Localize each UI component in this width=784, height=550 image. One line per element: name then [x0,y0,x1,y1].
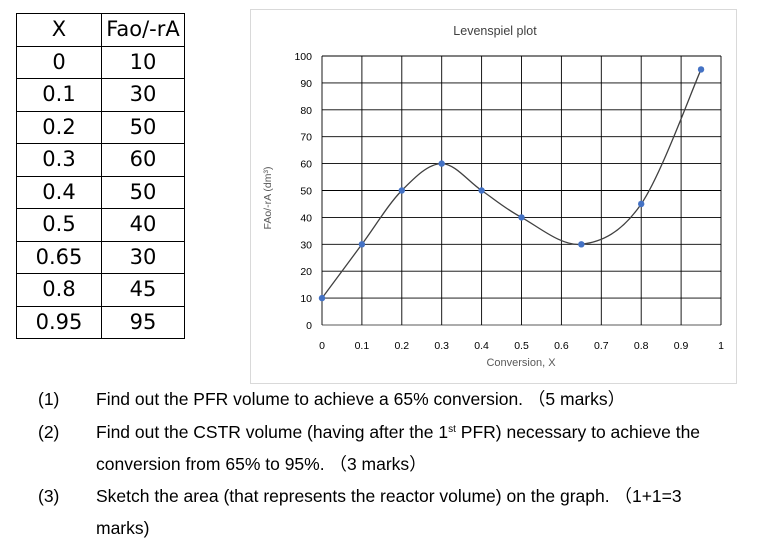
question-text-segment: conversion from 65% to 95%. （3 marks） [96,454,427,474]
x-tick-label: 0.8 [634,340,649,352]
y-tick-label: 10 [300,293,312,305]
data-point [398,187,405,194]
question-text: Find out the CSTR volume (having after t… [96,422,776,486]
y-tick-label: 90 [300,78,312,90]
table-row: 0.2 50 [16,110,185,144]
data-point [638,200,645,208]
table-row: 0.3 60 [16,143,185,177]
x-tick-label: 0.4 [474,340,489,352]
table-cell: 0.4 [16,175,102,209]
table-cell: 10 [101,45,185,79]
chart-title: Levenspiel plot [453,24,537,38]
x-tick-label: 0.5 [514,340,529,352]
y-tick-label: 70 [300,132,312,144]
x-tick-label: 0.6 [554,340,569,352]
y-axis-label: FAo/-rA (dm³) [262,166,274,229]
x-tick-label: 0 [319,340,325,352]
data-point [578,241,585,248]
ordinal-superscript: st [448,424,456,435]
question-text-segment: Find out the CSTR volume (having after t… [96,422,449,442]
data-table: X Fao/-rA 0 10 0.1 30 0.2 50 0.3 60 0.4 50 0.5 40 0.65… [16,13,185,339]
table-cell: 50 [101,110,185,144]
question-number: (3) [38,486,60,506]
table-cell: 0.95 [16,305,102,339]
table-row: 0.8 45 [16,273,185,307]
chart-svg: 0 10 20 30 40 50 60 70 80 90 100 0 0.1 0.2 0.3 0.4 0.5 0.… [262,24,724,369]
table-cell: 0.1 [16,78,102,112]
data-point [358,241,366,248]
y-tick-label: 80 [300,105,312,117]
table-row: 0.65 30 [16,240,185,274]
x-tick-label: 0.2 [394,340,409,352]
x-axis-label: Conversion, X [486,357,556,369]
question-line: Find out the CSTR volume (having after t… [96,422,776,454]
table-cell: 0 [16,45,102,79]
x-tick-label: 0.9 [674,340,689,352]
table-cell: 30 [101,240,185,274]
question-text: Sketch the area (that represents the rea… [96,486,776,550]
table-cell: 0.3 [16,143,102,177]
question-number: (2) [38,422,60,442]
data-point [518,214,525,221]
table-cell: 0.2 [16,110,102,144]
table-body: X Fao/-rA 0 10 0.1 30 0.2 50 0.3 60 0.4 50 0.5 40 0.65… [16,13,185,339]
table-row: 0.5 40 [16,208,185,242]
x-tick-label: 0.3 [434,340,449,352]
question-text: Find out the PFR volume to achieve a 65%… [96,389,776,421]
chart-grid [321,55,722,326]
y-tick-label: 50 [300,186,312,198]
table-header-row: X Fao/-rA [16,13,185,47]
table-cell: 45 [101,273,185,307]
y-tick-label: 40 [300,212,312,224]
levenspiel-chart: 0 10 20 30 40 50 60 70 80 90 100 0 0.1 0.2 0.3 0.4 0.5 0.… [250,9,737,384]
table-header-cell: X [16,13,102,47]
chart-tick-labels: 0 10 20 30 40 50 60 70 80 90 100 0 0.1 0.2 0.3 0.4 0.5 0.… [294,51,724,352]
data-point [438,160,445,167]
question-text-segment: PFR) necessary to achieve the [455,422,701,442]
question-line: Find out the PFR volume to achieve a 65%… [96,389,776,421]
table-row: 0.4 50 [16,175,185,209]
table-row: 0 10 [16,45,185,79]
x-tick-label: 0.1 [355,340,370,352]
table-row: 0.1 30 [16,78,185,112]
chart-curve-layer [321,69,702,299]
x-tick-label: 1 [718,340,724,352]
table-cell: 0.8 [16,273,102,307]
table-cell: 50 [101,175,185,209]
table-row: 0.95 95 [16,305,185,339]
data-point [318,294,326,302]
chart-points [318,66,705,302]
data-point [697,66,705,73]
table-cell: 60 [101,143,185,177]
question-line: Sketch the area (that represents the rea… [96,486,776,518]
question-line: conversion from 65% to 95%. （3 marks） [96,454,776,486]
y-tick-label: 60 [300,159,312,171]
y-tick-label: 20 [300,266,312,278]
table-cell: 95 [101,305,185,339]
x-tick-label: 0.7 [594,340,609,352]
series-curve [321,69,702,299]
table-cell: 30 [101,78,185,112]
question-text-segment: Sketch the area (that represents the rea… [96,486,682,506]
y-tick-label: 100 [294,51,312,63]
y-tick-label: 30 [300,239,312,251]
question-text-segment: marks) [96,518,150,538]
question-line: marks) [96,518,776,550]
data-point [478,187,485,194]
question-number: (1) [38,389,60,409]
question-text-segment: Find out the PFR volume to achieve a 65%… [96,389,626,409]
table-cell: 40 [101,208,185,242]
table-header-cell: Fao/-rA [101,13,185,47]
table-cell: 0.5 [16,208,102,242]
y-tick-label: 0 [306,320,312,332]
table-cell: 0.65 [16,240,102,274]
